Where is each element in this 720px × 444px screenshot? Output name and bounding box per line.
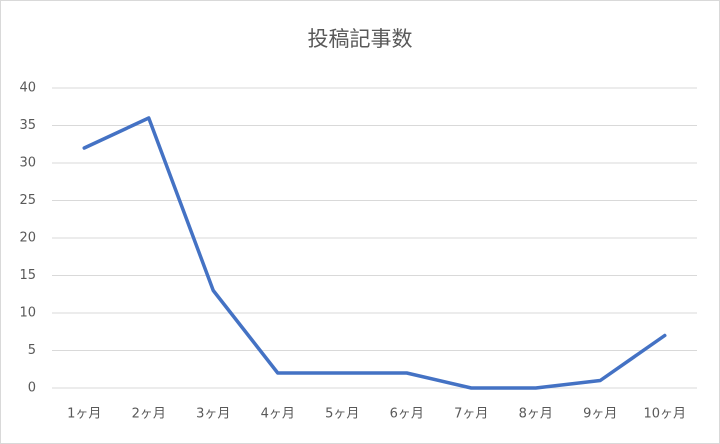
data-line [82, 116, 667, 390]
y-tick-label: 30 [19, 156, 36, 171]
x-tick-label: 3ヶ月 [196, 407, 230, 422]
x-tick-label: 1ヶ月 [67, 407, 101, 422]
x-tick-label: 5ヶ月 [325, 407, 359, 422]
y-tick-label: 0 [28, 381, 36, 396]
chart-title: 投稿記事数 [308, 27, 413, 51]
x-tick-label: 9ヶ月 [583, 407, 617, 422]
x-tick-label: 6ヶ月 [390, 407, 424, 422]
y-tick-label: 35 [19, 118, 36, 133]
y-tick-label: 25 [19, 193, 36, 208]
y-tick-label: 40 [19, 81, 36, 96]
x-tick-label: 4ヶ月 [261, 407, 295, 422]
x-tick-label: 10ヶ月 [643, 407, 686, 422]
x-tick-label: 2ヶ月 [132, 407, 166, 422]
y-tick-label: 20 [19, 231, 36, 246]
y-tick-label: 15 [19, 268, 36, 283]
y-tick-label: 10 [19, 306, 36, 321]
y-tick-label: 5 [28, 343, 36, 358]
x-tick-label: 7ヶ月 [454, 407, 488, 422]
x-tick-label: 8ヶ月 [519, 407, 553, 422]
